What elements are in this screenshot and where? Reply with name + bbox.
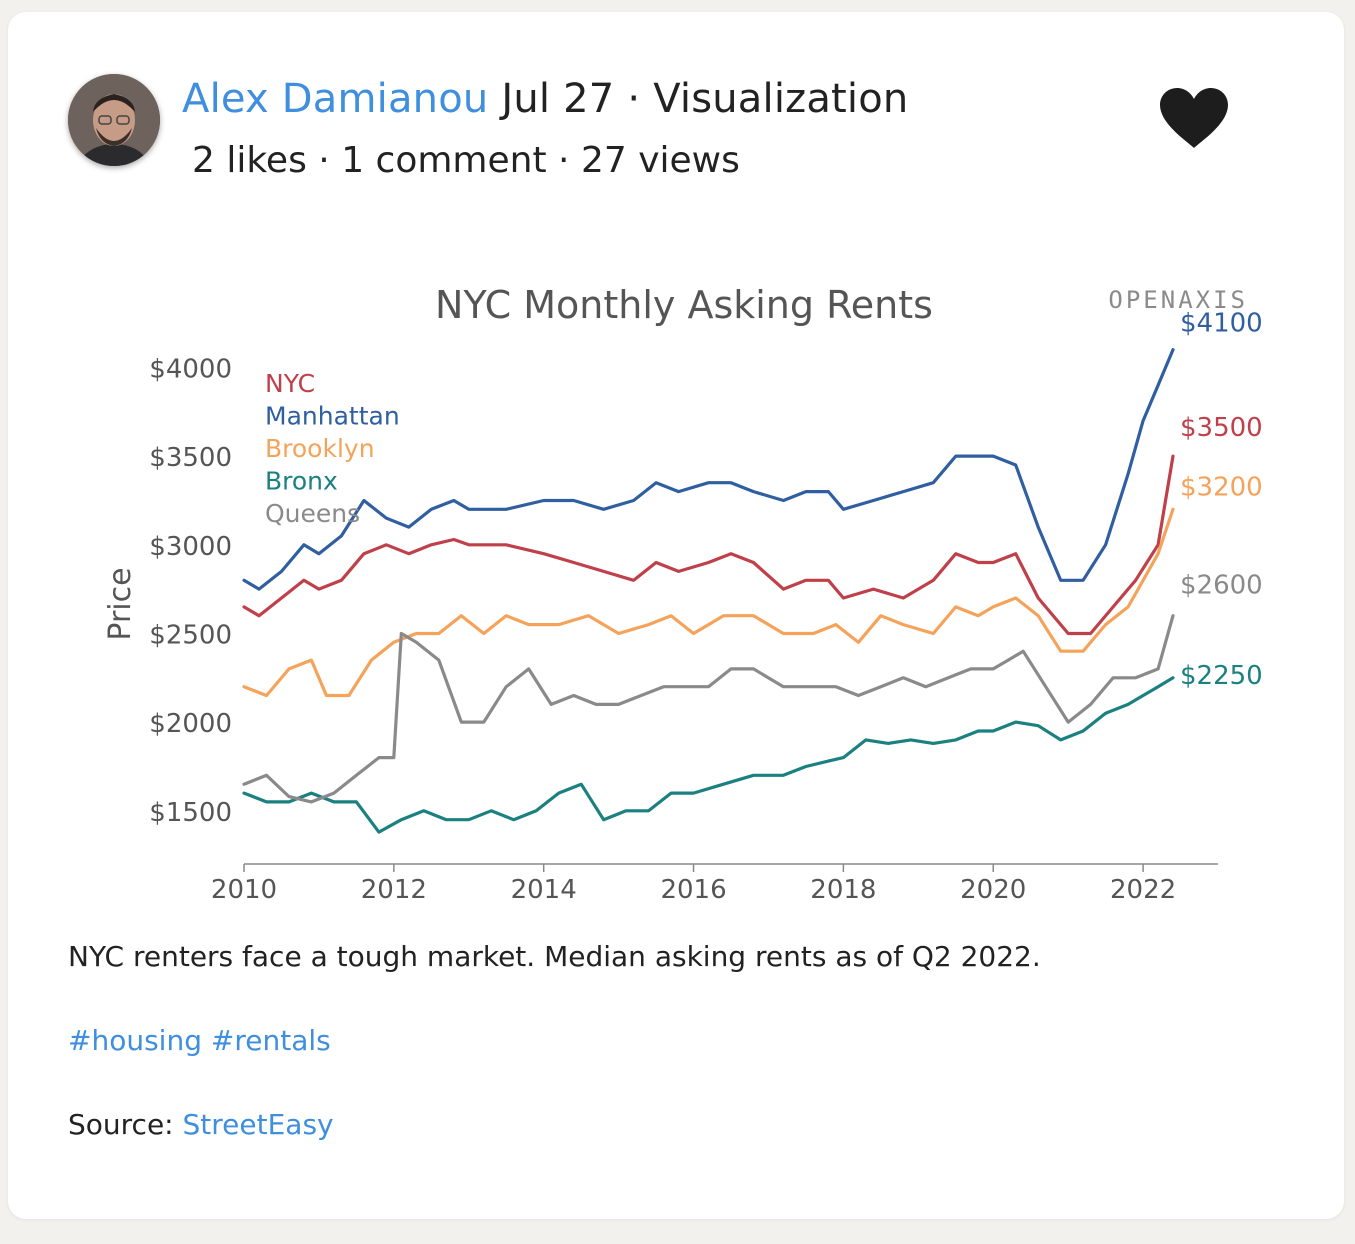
separator: · (558, 140, 570, 181)
chart: NYC Monthly Asking Rents OPENAXIS Price … (68, 252, 1298, 932)
legend: NYC Manhattan Brooklyn Bronx Queens (265, 369, 400, 528)
y-axis-label: Price (103, 567, 138, 640)
series-line-nyc (242, 454, 1175, 636)
end-label-queens: $2600 (1180, 571, 1263, 601)
end-label-manhattan: $4100 (1180, 309, 1263, 339)
series-line-brooklyn (242, 507, 1175, 698)
post-card: Alex Damianou Jul 27 · Visualization 2 l… (8, 12, 1344, 1219)
avatar-image (68, 74, 160, 166)
legend-item-brooklyn: Brooklyn (265, 434, 375, 463)
tag-rentals[interactable]: #rentals (210, 1024, 331, 1057)
y-tick-label: $3000 (149, 532, 232, 562)
post-category[interactable]: Visualization (653, 76, 909, 122)
comments-count[interactable]: 1 comment (341, 140, 547, 181)
source-link[interactable]: StreetEasy (182, 1108, 334, 1141)
post-date: Jul 27 (501, 76, 615, 122)
end-label-bronx: $2250 (1180, 661, 1263, 691)
legend-item-manhattan: Manhattan (265, 402, 400, 431)
source-line: Source: StreetEasy (68, 1108, 334, 1141)
x-tick-label: 2016 (660, 875, 726, 905)
x-axis: 2010 2012 2014 2016 2018 2020 2022 (211, 863, 1218, 905)
x-tick-label: 2012 (361, 875, 427, 905)
series-line-bronx (242, 676, 1175, 834)
y-axis: $1500 $2000 $2500 $3000 $3500 $4000 (149, 354, 232, 827)
series-line-queens (242, 614, 1175, 804)
tag-list: #housing #rentals (68, 1024, 331, 1057)
heart-icon (1160, 88, 1228, 148)
y-tick-label: $3500 (149, 443, 232, 473)
tag-housing[interactable]: #housing (68, 1024, 202, 1057)
likes-count: 2 likes (192, 140, 307, 181)
series-line-manhattan (242, 348, 1175, 591)
brand-logo: OPENAXIS (1108, 286, 1248, 314)
legend-item-nyc: NYC (265, 369, 315, 398)
post-stats: 2 likes · 1 comment · 27 views (192, 140, 740, 181)
source-label: Source: (68, 1108, 174, 1141)
x-tick-label: 2014 (511, 875, 577, 905)
post-header: Alex Damianou Jul 27 · Visualization (182, 76, 908, 122)
line-chart: NYC Monthly Asking Rents OPENAXIS Price … (103, 283, 1263, 905)
x-tick-label: 2018 (810, 875, 876, 905)
legend-item-queens: Queens (265, 499, 360, 528)
y-tick-label: $1500 (149, 798, 232, 828)
x-tick-label: 2010 (211, 875, 277, 905)
like-button[interactable] (1158, 86, 1230, 152)
end-labels: $3500 $4100 $3200 $2250 $2600 (1180, 309, 1263, 691)
y-tick-label: $2000 (149, 709, 232, 739)
end-label-brooklyn: $3200 (1180, 472, 1263, 502)
y-tick-label: $2500 (149, 620, 232, 650)
separator: · (627, 76, 641, 122)
series-lines (242, 348, 1175, 834)
y-tick-label: $4000 (149, 354, 232, 384)
author-link[interactable]: Alex Damianou (182, 76, 489, 122)
chart-title: NYC Monthly Asking Rents (435, 283, 933, 327)
views-count: 27 views (580, 140, 740, 181)
end-label-nyc: $3500 (1180, 413, 1263, 443)
legend-item-bronx: Bronx (265, 467, 338, 496)
post-caption: NYC renters face a tough market. Median … (68, 940, 1041, 973)
avatar[interactable] (68, 74, 160, 166)
x-tick-label: 2022 (1110, 875, 1176, 905)
separator: · (318, 140, 330, 181)
x-tick-label: 2020 (960, 875, 1026, 905)
